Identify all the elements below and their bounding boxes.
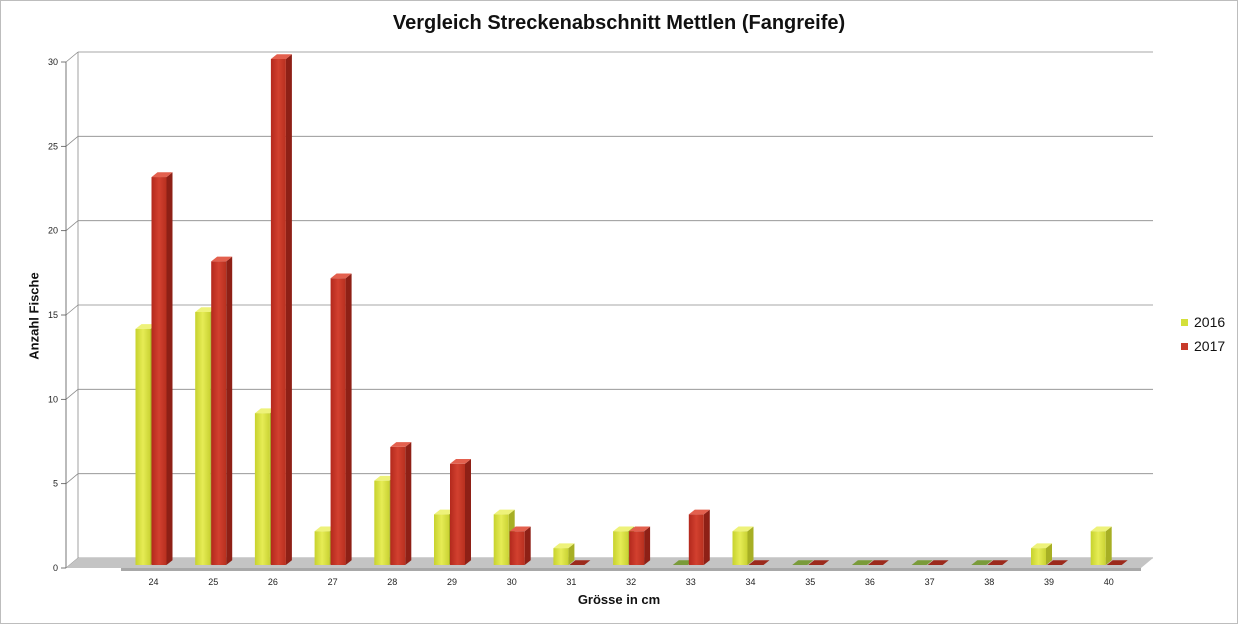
xtick-label-38: 38 bbox=[984, 577, 994, 587]
xtick-label-35: 35 bbox=[805, 577, 815, 587]
bar-2017-35 bbox=[808, 560, 830, 565]
bar-2017-36 bbox=[867, 560, 889, 565]
gridline-side-10 bbox=[65, 389, 79, 400]
xtick-label-25: 25 bbox=[208, 577, 218, 587]
xtick-label-27: 27 bbox=[328, 577, 338, 587]
ytick-label-15: 15 bbox=[48, 310, 58, 320]
legend: 2016 2017 bbox=[1181, 310, 1225, 358]
ytick-label-20: 20 bbox=[48, 226, 58, 236]
bar-2017-29 bbox=[450, 459, 471, 565]
bar-2017-30 bbox=[509, 526, 531, 565]
bar-2016-31 bbox=[553, 543, 575, 565]
ytick-label-30: 30 bbox=[48, 57, 58, 67]
bar-2016-36 bbox=[851, 560, 873, 565]
bar-2017-37 bbox=[927, 560, 949, 565]
gridline-side-15 bbox=[65, 304, 79, 316]
chart-floor-edge bbox=[121, 568, 1141, 571]
ytick-label-25: 25 bbox=[48, 141, 58, 151]
bar-2016-39 bbox=[1031, 543, 1052, 565]
legend-swatch-2016 bbox=[1181, 318, 1188, 326]
xtick-label-40: 40 bbox=[1104, 577, 1114, 587]
bar-2017-33 bbox=[688, 509, 710, 565]
legend-swatch-2017 bbox=[1181, 342, 1188, 350]
ytick-label-10: 10 bbox=[48, 394, 58, 404]
xtick-label-34: 34 bbox=[745, 577, 755, 587]
xtick-label-37: 37 bbox=[925, 577, 935, 587]
bar-2017-28 bbox=[390, 442, 412, 565]
xtick-label-36: 36 bbox=[865, 577, 875, 587]
bar-2016-33 bbox=[672, 560, 694, 565]
ytick-label-5: 5 bbox=[53, 479, 58, 489]
bar-2016-37 bbox=[911, 560, 933, 565]
legend-item-2017: 2017 bbox=[1181, 334, 1225, 358]
xtick-label-24: 24 bbox=[148, 577, 158, 587]
xtick-label-26: 26 bbox=[268, 577, 278, 587]
bar-2017-25 bbox=[211, 256, 233, 565]
bar-2017-24 bbox=[151, 172, 173, 566]
gridline-side-5 bbox=[65, 473, 79, 484]
bar-2017-31 bbox=[569, 560, 591, 565]
bar-2016-38 bbox=[971, 560, 993, 565]
bar-2017-32 bbox=[629, 526, 651, 565]
legend-item-2016: 2016 bbox=[1181, 310, 1225, 334]
bar-2017-27 bbox=[330, 273, 352, 565]
xtick-label-32: 32 bbox=[626, 577, 636, 587]
gridline-side-30 bbox=[65, 51, 79, 63]
bar-2017-39 bbox=[1047, 560, 1068, 565]
ytick-label-0: 0 bbox=[53, 563, 58, 573]
legend-label-2016: 2016 bbox=[1194, 314, 1226, 330]
gridline-side-25 bbox=[65, 136, 79, 147]
xtick-label-30: 30 bbox=[507, 577, 517, 587]
xtick-label-28: 28 bbox=[387, 577, 397, 587]
xtick-label-29: 29 bbox=[447, 577, 457, 587]
bar-2016-35 bbox=[792, 560, 814, 565]
xtick-label-39: 39 bbox=[1044, 577, 1054, 587]
bar-2017-40 bbox=[1106, 560, 1128, 565]
legend-label-2017: 2017 bbox=[1194, 338, 1226, 354]
bar-2016-34 bbox=[732, 526, 754, 565]
gridline-side-20 bbox=[65, 220, 79, 231]
bar-2017-26 bbox=[270, 54, 292, 565]
xtick-label-31: 31 bbox=[566, 577, 576, 587]
xtick-label-33: 33 bbox=[686, 577, 696, 587]
chart-title: Vergleich Streckenabschnitt Mettlen (Fan… bbox=[392, 12, 846, 34]
x-axis-label: Grösse in cm bbox=[577, 592, 661, 607]
bar-2016-40 bbox=[1090, 526, 1112, 565]
bar-2017-34 bbox=[748, 560, 770, 565]
bar-2017-38 bbox=[987, 560, 1009, 565]
